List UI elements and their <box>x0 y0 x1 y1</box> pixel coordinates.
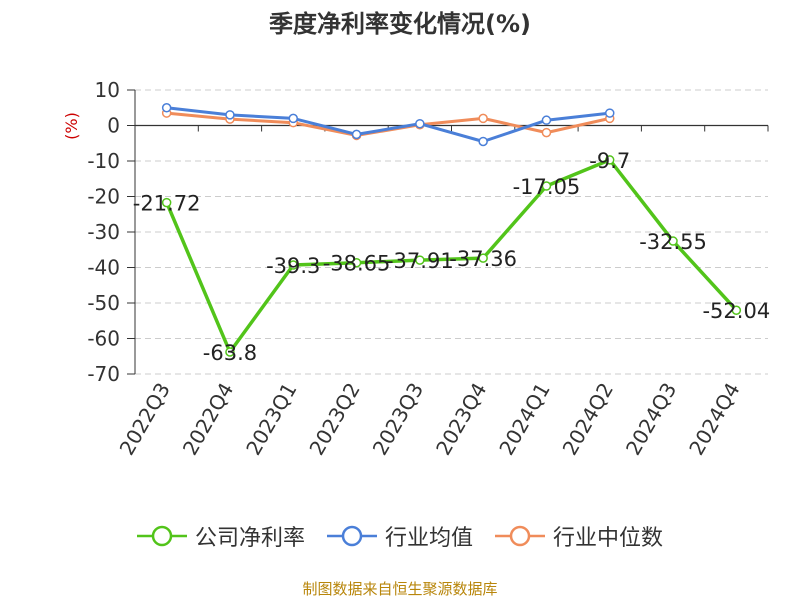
y-tick-label: 0 <box>107 114 120 138</box>
series-point-1 <box>415 118 425 129</box>
series-point-2 <box>478 113 488 124</box>
legend-item[interactable]: 行业中位数 <box>495 520 663 552</box>
legend-label: 行业均值 <box>384 526 473 551</box>
x-tick-label: 2023Q2 <box>304 379 364 460</box>
legend-swatch-circle <box>151 525 173 547</box>
legend-item[interactable]: 公司净利率 <box>136 520 305 552</box>
x-tick-label: 2024Q2 <box>558 379 618 460</box>
legend-label: 公司净利率 <box>194 526 305 551</box>
legend: 公司净利率 行业均值 行业中位数 <box>0 519 800 553</box>
y-axis-label: (%) <box>62 112 81 140</box>
series-point-1 <box>351 129 362 140</box>
series-point-0 <box>541 181 552 191</box>
series-point-0 <box>478 253 488 263</box>
legend-line-circle-icon <box>495 525 545 547</box>
y-tick-label: 10 <box>95 78 120 102</box>
series-point-0 <box>161 197 172 208</box>
series-point-1 <box>605 108 615 118</box>
data-label: -17.05 <box>513 175 581 199</box>
y-tick-label: -30 <box>87 220 120 244</box>
x-tick-label: 2024Q1 <box>494 379 554 460</box>
series-point-1 <box>161 103 172 113</box>
series-point-0 <box>605 155 615 165</box>
series-point-1 <box>541 115 552 125</box>
series-point-1 <box>225 110 235 120</box>
series-point-0 <box>731 305 742 315</box>
data-label: -38.65 <box>323 252 391 276</box>
y-tick-label: -20 <box>87 185 120 209</box>
data-label: -9.7 <box>589 149 630 173</box>
legend-label: 行业中位数 <box>553 526 664 551</box>
series-point-0 <box>668 236 678 246</box>
y-tick-label: -50 <box>87 291 120 315</box>
series-point-1 <box>288 113 298 124</box>
legend-swatch-circle <box>341 525 363 547</box>
x-tick-label: 2023Q3 <box>368 379 428 460</box>
data-label: -37.91 <box>386 249 454 273</box>
series-point-0 <box>288 260 298 270</box>
x-tick-label: 2022Q3 <box>115 379 175 460</box>
data-label: -39.3 <box>266 254 320 278</box>
series-point-0 <box>351 257 362 268</box>
data-label: -21.72 <box>133 192 201 216</box>
x-tick-label: 2024Q4 <box>684 379 744 460</box>
data-label: -37.36 <box>449 247 517 271</box>
legend-line-circle-icon <box>326 525 377 547</box>
series-line-1 <box>166 106 610 143</box>
data-label: -52.04 <box>702 299 770 323</box>
series-point-2 <box>541 127 552 138</box>
y-tick-label: -70 <box>87 362 120 386</box>
data-label: -32.55 <box>639 230 707 254</box>
legend-item[interactable]: 行业均值 <box>326 520 473 552</box>
x-tick-label: 2024Q3 <box>621 379 681 460</box>
series-point-0 <box>225 347 235 357</box>
data-label: -63.8 <box>203 341 257 365</box>
y-tick-label: -40 <box>87 256 120 280</box>
y-tick-label: -60 <box>87 327 120 351</box>
y-tick-label: -10 <box>87 149 120 173</box>
chart-title: 季度净利率变化情况(%) <box>269 10 531 38</box>
x-tick-label: 2023Q4 <box>431 379 491 460</box>
data-labels: -21.72 -63.8 -39.3 -38.65-37.91-37.36 -17.05… <box>133 149 770 365</box>
data-source-note: 制图数据来自恒生聚源数据库 <box>302 580 498 598</box>
legend-line-circle-icon <box>136 525 187 547</box>
x-tick-label: 2022Q4 <box>178 379 238 460</box>
series-point-0 <box>415 255 425 265</box>
legend-swatch-circle <box>509 525 531 547</box>
x-tick-label: 2023Q1 <box>241 379 301 460</box>
series-lines <box>161 103 742 357</box>
series-line-0 <box>165 158 738 354</box>
series-point-1 <box>478 136 488 147</box>
